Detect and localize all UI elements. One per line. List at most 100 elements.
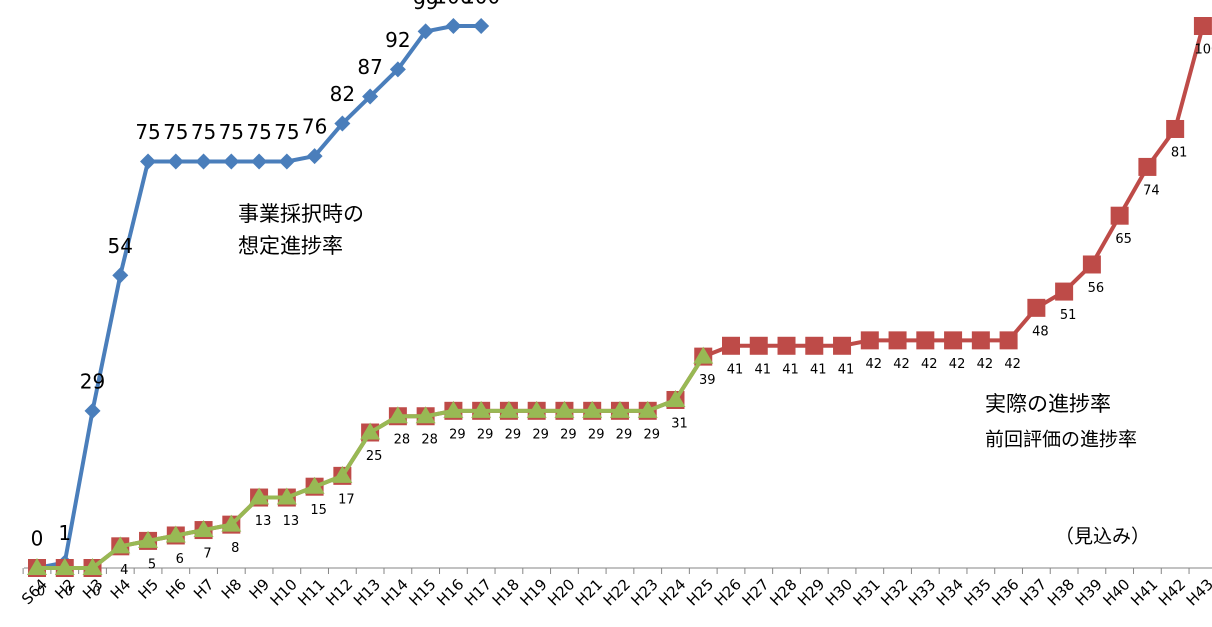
data-label: 29 [80,369,105,393]
data-label: 75 [135,120,160,144]
series-line [36,24,482,570]
data-label: 42 [1004,357,1021,372]
marker [165,525,186,543]
data-label: 75 [191,120,216,144]
data-label: 56 [1088,281,1105,296]
x-tick-label: H18 [489,575,523,609]
x-tick-label: H16 [433,575,467,609]
data-label: 0 [65,585,73,600]
data-label: 15 [310,503,327,518]
x-tick-label: H36 [988,575,1022,609]
marker [1138,157,1157,176]
data-label: 99 [413,0,438,14]
marker [110,536,131,554]
data-label: 42 [977,357,994,372]
data-label: 0 [92,585,100,600]
data-label: 41 [810,362,827,377]
data-label: 75 [274,120,299,144]
marker [276,487,297,505]
data-label: 29 [505,427,522,442]
x-tick-label: H22 [600,575,634,609]
data-label: 25 [366,449,383,464]
marker [1082,255,1101,274]
marker [1027,298,1046,317]
x-tick-label: H24 [655,575,689,609]
data-label: 42 [893,357,910,372]
marker [693,346,714,364]
marker [221,514,242,532]
data-label: 41 [754,362,771,377]
marker [916,331,935,350]
x-tick-label: H14 [378,575,412,609]
x-tick-label: H38 [1044,575,1078,609]
x-tick-label: H40 [1099,575,1133,609]
marker [251,153,268,170]
annotation: （見込み） [1055,526,1150,548]
data-label: 31 [671,416,688,431]
marker [722,336,740,355]
data-label: 1 [58,521,71,545]
x-tick-label: H42 [1155,575,1189,609]
marker [360,422,381,440]
data-label: 54 [108,234,133,258]
data-label: 28 [394,433,411,448]
marker [471,400,492,418]
marker [332,465,353,483]
x-tick-label: H20 [544,575,578,609]
data-label: 5 [148,557,156,572]
x-tick-label: H19 [516,575,550,609]
marker [860,331,879,350]
x-tick-label: H25 [683,575,717,609]
x-tick-label: H43 [1183,575,1212,609]
marker [278,153,295,170]
marker [167,153,184,170]
marker [54,558,75,575]
marker [1110,206,1129,225]
marker [84,402,101,419]
marker [1193,17,1212,35]
data-label: 42 [921,357,938,372]
x-tick-label: H32 [877,575,911,609]
x-tick-label: H12 [322,575,356,609]
data-label: 87 [357,55,382,79]
data-label: 81 [1171,145,1188,160]
marker [417,23,434,40]
data-label: 100 [462,0,500,9]
data-label: 29 [532,427,549,442]
x-tick-label: H15 [405,575,439,609]
x-tick-label: H31 [850,575,884,609]
marker [526,400,547,418]
marker [971,331,990,350]
marker [805,336,824,355]
marker [138,530,159,548]
data-label: 28 [421,433,438,448]
marker [443,400,464,418]
data-label: 29 [560,427,577,442]
data-label: 29 [643,427,660,442]
marker [554,400,575,418]
data-label: 39 [699,373,716,388]
data-label: 74 [1143,183,1160,198]
series-line [37,25,1205,570]
data-label: 75 [219,120,244,144]
marker [777,336,796,355]
marker [473,18,490,34]
marker [609,400,630,418]
data-label: 75 [163,120,188,144]
marker [140,153,157,170]
x-tick-label: H6 [162,575,189,602]
data-label: 13 [255,514,272,529]
x-tick-label: H8 [218,575,245,602]
data-label: 13 [283,514,300,529]
marker [193,520,214,538]
x-tick-label: H26 [711,575,745,609]
marker [1055,282,1074,301]
x-tick-label: H13 [350,575,384,609]
x-tick-label: H30 [822,575,856,609]
data-label: 7 [203,547,211,562]
marker [195,153,212,170]
data-label: 41 [727,362,744,377]
data-label: 8 [231,541,239,556]
